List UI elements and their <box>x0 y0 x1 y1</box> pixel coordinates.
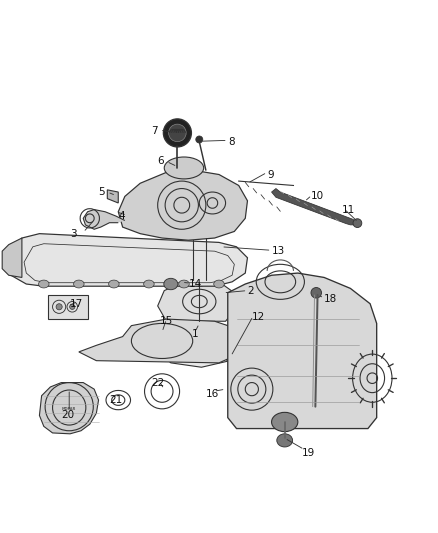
Text: 4: 4 <box>118 211 125 221</box>
Ellipse shape <box>272 413 298 432</box>
Ellipse shape <box>74 280 84 288</box>
Text: 6: 6 <box>158 156 164 166</box>
Ellipse shape <box>39 280 49 288</box>
Ellipse shape <box>225 351 237 362</box>
Polygon shape <box>158 282 234 321</box>
Text: 3: 3 <box>70 229 77 239</box>
Ellipse shape <box>70 304 75 310</box>
Text: 8: 8 <box>228 136 234 147</box>
Text: 19: 19 <box>302 448 315 458</box>
Polygon shape <box>153 321 241 367</box>
Text: 14: 14 <box>188 279 201 289</box>
Text: MOPAR: MOPAR <box>62 407 76 411</box>
Ellipse shape <box>179 280 189 288</box>
Ellipse shape <box>277 434 293 447</box>
Ellipse shape <box>163 119 191 147</box>
Polygon shape <box>2 238 22 278</box>
Polygon shape <box>228 273 377 429</box>
Text: 20: 20 <box>61 410 74 421</box>
Text: 22: 22 <box>151 377 164 387</box>
Text: 12: 12 <box>252 312 265 322</box>
Polygon shape <box>9 233 247 286</box>
Ellipse shape <box>311 287 321 298</box>
Ellipse shape <box>144 280 154 288</box>
Text: 21: 21 <box>110 395 123 405</box>
Text: 5: 5 <box>99 187 105 197</box>
Text: 13: 13 <box>272 246 285 256</box>
Ellipse shape <box>214 280 224 288</box>
Text: 16: 16 <box>206 389 219 399</box>
Text: 7: 7 <box>151 126 158 136</box>
Text: 11: 11 <box>342 205 355 215</box>
Polygon shape <box>272 189 357 225</box>
Polygon shape <box>48 295 88 319</box>
Polygon shape <box>118 170 247 240</box>
Text: 10: 10 <box>311 191 324 201</box>
Polygon shape <box>107 190 118 203</box>
Ellipse shape <box>164 157 204 179</box>
Text: 9: 9 <box>267 169 274 180</box>
Text: 2: 2 <box>247 286 254 296</box>
Ellipse shape <box>109 280 119 288</box>
Ellipse shape <box>169 124 186 142</box>
Ellipse shape <box>190 273 209 286</box>
Polygon shape <box>39 383 99 434</box>
Ellipse shape <box>164 278 178 290</box>
Ellipse shape <box>353 219 362 228</box>
Text: 1: 1 <box>191 329 198 340</box>
Polygon shape <box>79 319 243 363</box>
Polygon shape <box>83 209 125 229</box>
Text: 17: 17 <box>70 298 83 309</box>
Ellipse shape <box>196 136 203 143</box>
Text: 15: 15 <box>160 316 173 326</box>
Text: 18: 18 <box>324 294 337 304</box>
Ellipse shape <box>56 304 62 310</box>
